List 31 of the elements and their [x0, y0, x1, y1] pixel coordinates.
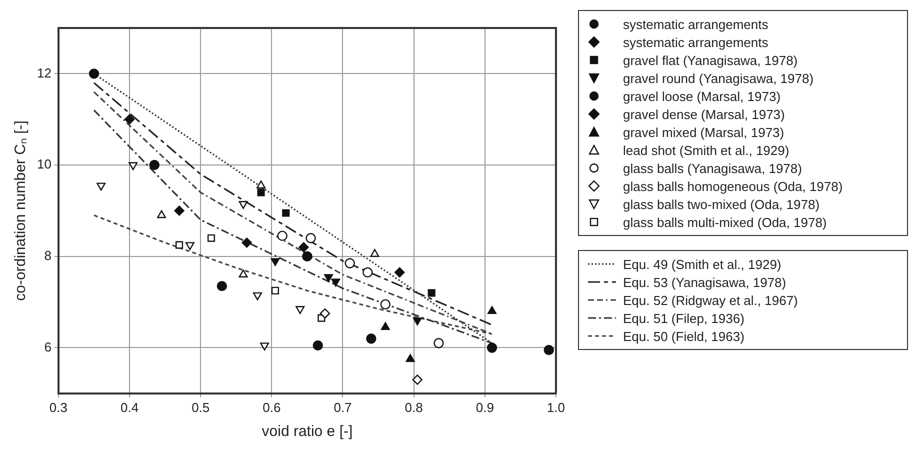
x-tick-label: 0.6: [262, 400, 281, 415]
legend-label: Equ. 53 (Yanagisawa, 1978): [623, 274, 786, 290]
legend-label: systematic arrangements: [623, 16, 768, 32]
x-tick-label: 0.8: [404, 400, 423, 415]
y-tick-label: 12: [36, 65, 52, 80]
legend-label: systematic arrangements: [623, 34, 768, 50]
legend-label: gravel loose (Marsal, 1973): [623, 88, 781, 104]
y-tick-label: 10: [36, 156, 52, 172]
y-tick-label: 6: [44, 339, 52, 354]
x-tick-label: 0.3: [49, 400, 68, 415]
legend-label: glass balls two-mixed (Oda, 1978): [623, 196, 820, 212]
x-tick-label: 0.4: [120, 400, 139, 415]
legend-label: Equ. 52 (Ridgway et al., 1967): [623, 292, 798, 308]
y-tick-label: 8: [44, 248, 52, 263]
legend-label: gravel dense (Marsal, 1973): [623, 106, 785, 122]
legend-label: Equ. 49 (Smith et al., 1929): [623, 256, 782, 272]
y-axis-title: co-ordination number Cₙ [-]: [12, 120, 30, 301]
x-tick-label: 0.9: [476, 400, 494, 415]
x-tick-label: 0.7: [334, 400, 352, 415]
legend-label: Equ. 50 (Field, 1963): [623, 328, 744, 344]
x-tick-label: 1.0: [546, 400, 566, 415]
legend-label: gravel round (Yanagisawa, 1978): [623, 70, 814, 86]
legend-label: gravel mixed (Marsal, 1973): [623, 124, 784, 140]
legend-label: Equ. 51 (Filep, 1936): [623, 310, 744, 326]
legend-label: glass balls homogeneous (Oda, 1978): [623, 178, 843, 194]
legend-label: gravel flat (Yanagisawa, 1978): [623, 52, 798, 68]
legend-label: glass balls (Yanagisawa, 1978): [623, 160, 802, 176]
legend-label: lead shot (Smith et al., 1929): [623, 142, 790, 158]
x-axis-title: void ratio e [-]: [262, 423, 353, 440]
legend-label: glass balls multi-mixed (Oda, 1978): [623, 214, 827, 230]
x-tick-label: 0.5: [192, 400, 210, 415]
